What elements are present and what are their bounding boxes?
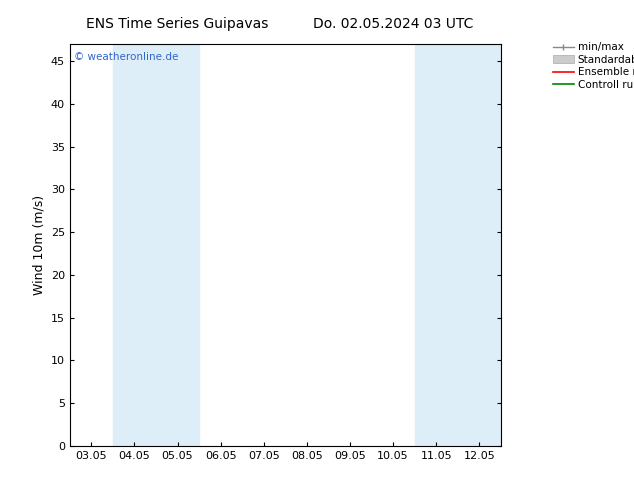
Legend: min/max, Standardabweichung, Ensemble mean run, Controll run: min/max, Standardabweichung, Ensemble me… bbox=[551, 40, 634, 92]
Text: Do. 02.05.2024 03 UTC: Do. 02.05.2024 03 UTC bbox=[313, 17, 473, 31]
Text: © weatheronline.de: © weatheronline.de bbox=[74, 52, 178, 62]
Text: ENS Time Series Guipavas: ENS Time Series Guipavas bbox=[86, 17, 269, 31]
Y-axis label: Wind 10m (m/s): Wind 10m (m/s) bbox=[32, 195, 45, 295]
Bar bbox=[113, 44, 199, 446]
Bar bbox=[415, 44, 501, 446]
